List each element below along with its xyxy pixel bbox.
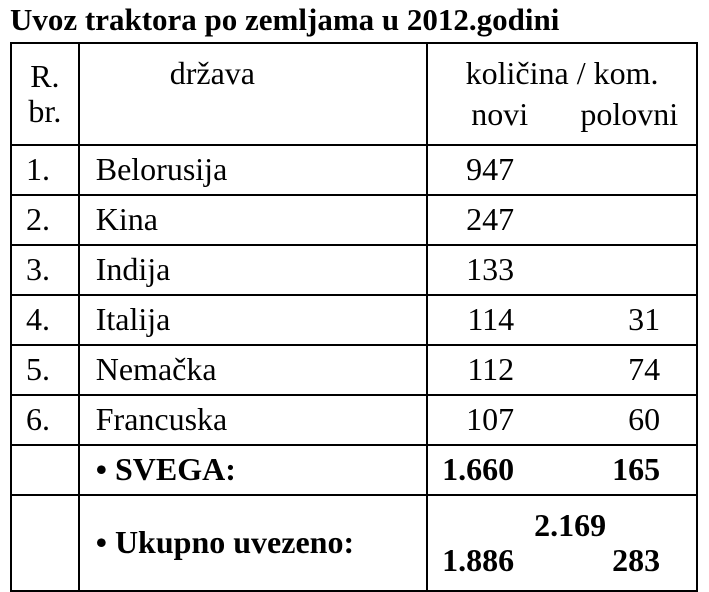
empty-cell: [10, 494, 80, 592]
quantity-pair: 1.886 283: [428, 542, 696, 578]
row-number: 6.: [10, 394, 80, 446]
quantity-pair: 112 74: [428, 352, 696, 387]
title: Uvoz traktora po zemljama u 2012.godini: [10, 2, 560, 37]
header-cell: R. br.: [10, 42, 80, 146]
quantity-cell: 112 74: [426, 344, 698, 396]
new-value: 247: [466, 201, 515, 238]
row-number: 5.: [10, 344, 80, 396]
new-value: 1.660: [442, 451, 515, 488]
header-subrow: novi polovni: [428, 91, 696, 132]
subtotal-label: • SVEGA:: [77, 444, 429, 496]
table-body: R. br. država količina / kom. novi polov…: [10, 42, 698, 592]
quantity-cell: 114 31: [426, 294, 698, 346]
country: Belorusija: [77, 144, 429, 196]
quantity-cell: 2.169 1.886 283: [426, 494, 698, 592]
row-number: 1.: [10, 144, 80, 196]
data-row: 2. Kina 247: [10, 194, 698, 246]
quantity-pair: 247: [428, 202, 696, 237]
header-text: R.: [30, 57, 60, 94]
quantity-cell: 947: [426, 144, 698, 196]
row-number: 4.: [10, 294, 80, 346]
quantity-cell: 133: [426, 244, 698, 296]
data-row: 5. Nemačka 112 74: [10, 344, 698, 396]
empty-cell: [10, 444, 80, 496]
total-sum: 2.169: [534, 506, 607, 543]
quantity-cell: 247: [426, 194, 698, 246]
country: Kina: [77, 194, 429, 246]
subtotal-row: • SVEGA: 1.660 165: [10, 444, 698, 496]
new-value: 947: [466, 151, 515, 188]
used-value: 74: [628, 351, 661, 388]
used-value: 165: [612, 451, 661, 488]
quantity-cell: 1.660 165: [426, 444, 698, 496]
header-text: novi: [471, 96, 529, 132]
header-text: količina / kom.: [465, 54, 659, 91]
quantity-cell: 107 60: [426, 394, 698, 446]
used-value: 31: [628, 301, 661, 338]
used-value: [514, 152, 660, 187]
row-number: 3.: [10, 244, 80, 296]
country: Nemačka: [77, 344, 429, 396]
header-text: br.: [28, 93, 62, 129]
data-row: 1. Belorusija 947: [10, 144, 698, 196]
quantity-pair: 133: [428, 252, 696, 287]
new-value: 114: [467, 301, 515, 338]
country: Francuska: [77, 394, 429, 446]
total-row: • Ukupno uvezeno: 2.169 1.886 283: [10, 494, 698, 592]
table: R. br. država količina / kom. novi polov…: [10, 42, 698, 592]
new-value: 112: [467, 351, 515, 388]
data-row: 4. Italija 114 31: [10, 294, 698, 346]
quantity-pair: 947: [428, 152, 696, 187]
used-value: 283: [612, 542, 661, 578]
header-cell: država: [77, 42, 429, 146]
header-row: R. br. država količina / kom. novi polov…: [10, 42, 698, 146]
country: Italija: [77, 294, 429, 346]
new-value: 133: [466, 251, 515, 288]
used-value: 60: [628, 401, 661, 438]
quantity-pair: 114 31: [428, 302, 696, 337]
used-value: [514, 252, 660, 287]
header-text: država: [169, 55, 255, 91]
data-row: 6. Francuska 107 60: [10, 394, 698, 446]
header-cell: količina / kom. novi polovni: [426, 42, 698, 146]
data-row: 3. Indija 133: [10, 244, 698, 296]
quantity-pair: 107 60: [428, 402, 696, 437]
header-text: polovni: [580, 96, 679, 132]
total-label: • Ukupno uvezeno:: [77, 494, 429, 592]
used-value: [514, 202, 660, 237]
quantity-pair: 1.660 165: [428, 452, 696, 487]
new-value: 1.886: [442, 542, 515, 578]
new-value: 107: [466, 401, 515, 438]
country: Indija: [77, 244, 429, 296]
row-number: 2.: [10, 194, 80, 246]
